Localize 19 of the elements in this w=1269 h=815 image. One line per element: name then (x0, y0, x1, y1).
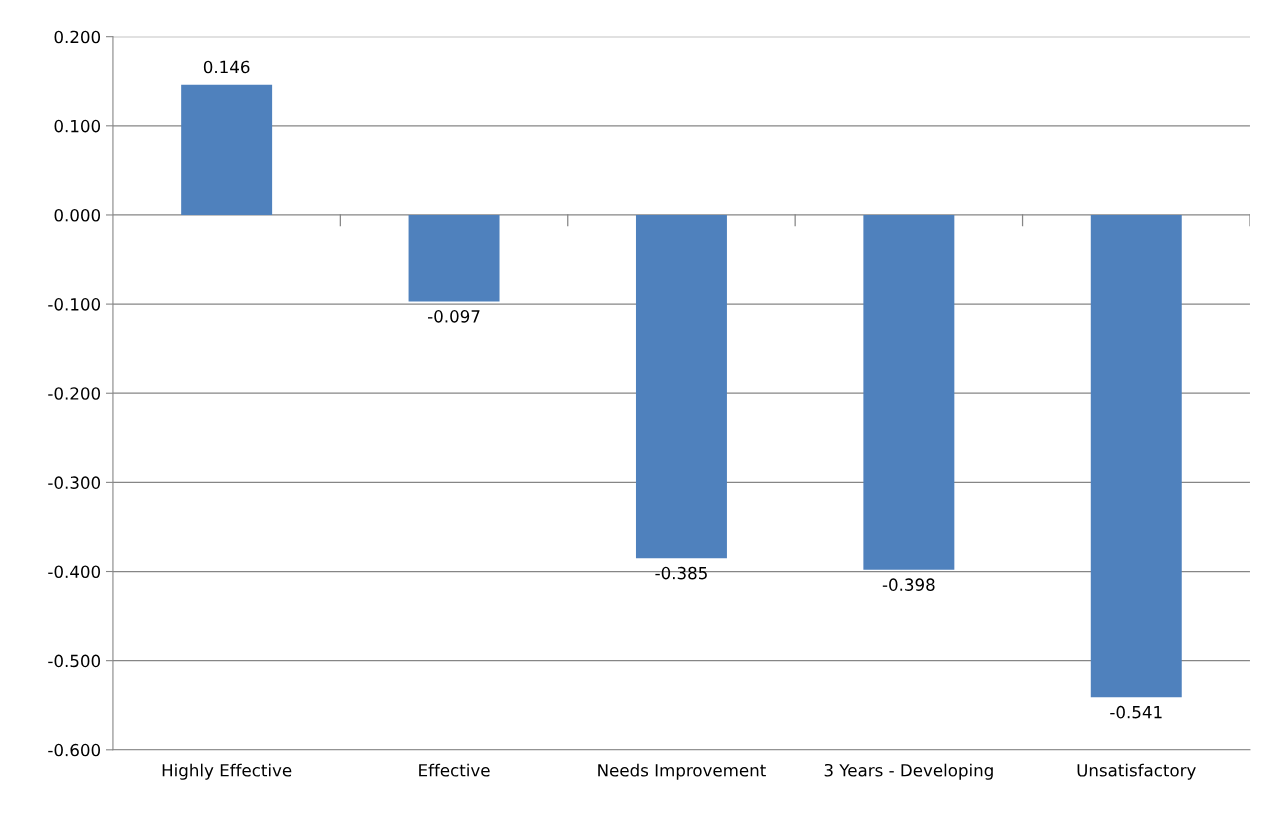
data-label: -0.541 (1110, 705, 1162, 719)
x-tick-label: 3 Years - Developing (824, 763, 993, 780)
y-tick-label: -0.600 (48, 743, 101, 757)
y-tick-label: -0.300 (48, 476, 101, 489)
data-label: -0.398 (882, 578, 935, 591)
y-tick-label: 0.100 (54, 119, 101, 133)
y-tick-label: -0.500 (48, 654, 101, 668)
x-tick-label: Effective (419, 763, 490, 777)
y-tick-label: 0.000 (54, 208, 101, 222)
x-tick-label: Highly Effective (162, 763, 292, 780)
y-tick-label: -0.400 (48, 565, 101, 579)
y-tick-label: -0.200 (48, 387, 101, 400)
x-tick-label: Unsatisfactory (1077, 763, 1196, 780)
data-label: -0.097 (428, 310, 480, 323)
x-tick-label: Needs Improvement (598, 763, 766, 780)
data-label: -0.385 (655, 566, 707, 580)
y-tick-label: 0.200 (54, 30, 101, 44)
y-tick-label: -0.100 (48, 298, 101, 311)
data-label: 0.146 (203, 60, 250, 74)
